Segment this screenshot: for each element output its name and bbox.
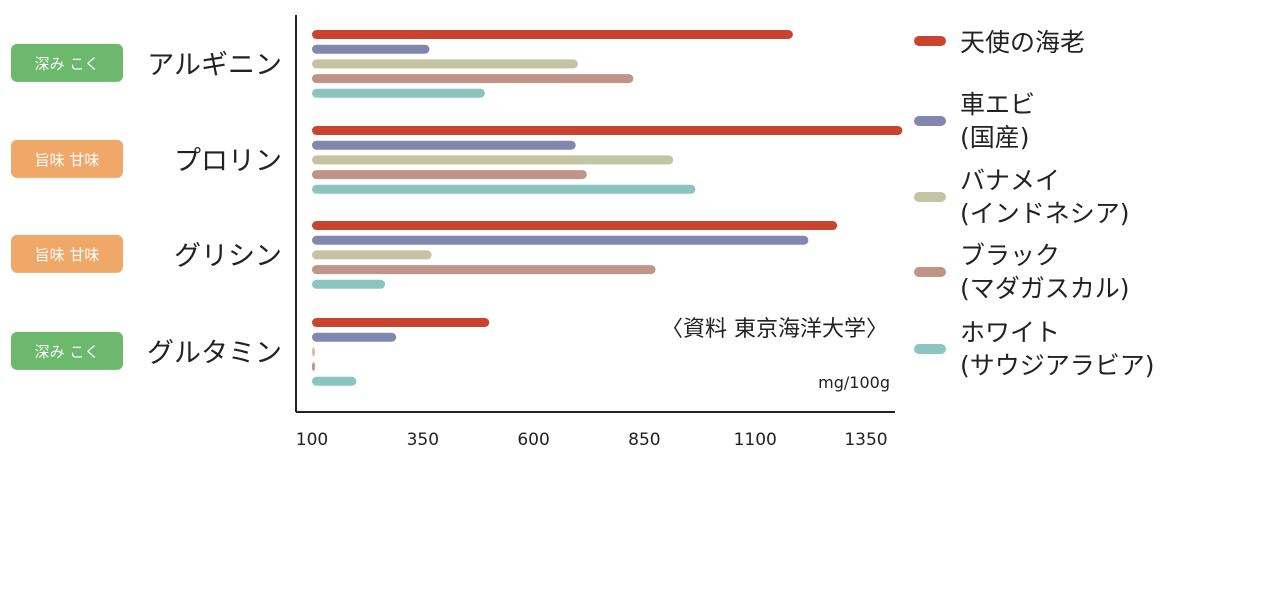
- category-tag: 旨味 甘味: [35, 151, 100, 169]
- x-tick-label: 1350: [844, 430, 887, 450]
- category-tag: 深み こく: [35, 55, 100, 73]
- x-tick-label: 850: [628, 430, 660, 450]
- legend-swatch: [914, 344, 946, 354]
- category-tag-bg: [11, 234, 123, 273]
- legend-swatch: [914, 192, 946, 202]
- legend-label: 天使の海老: [960, 28, 1085, 57]
- legend-label: ホワイト: [960, 318, 1060, 347]
- x-tick-label: 100: [296, 430, 328, 450]
- bar: [312, 318, 490, 327]
- category-tag: 旨味 甘味: [35, 246, 100, 264]
- category-label: グルタミン: [147, 338, 282, 369]
- category-tag-bg: [11, 139, 123, 178]
- x-tick-label: 350: [407, 430, 439, 450]
- bar: [312, 44, 430, 54]
- category-tag-bg: [11, 331, 123, 370]
- bar: [312, 170, 587, 180]
- bar: [312, 347, 315, 357]
- legend-swatch: [914, 116, 946, 126]
- source-note: 〈資料 東京海洋大学〉: [661, 317, 888, 342]
- legend-label: (国産): [960, 123, 1030, 152]
- bar: [312, 88, 485, 98]
- legend-swatch: [914, 36, 946, 46]
- bar: [312, 126, 903, 135]
- x-tick-labels: 100 350 600 850 1100 1350: [296, 430, 888, 450]
- x-tick-label: 600: [517, 430, 549, 450]
- category-tag: 深み こく: [35, 343, 100, 361]
- bar: [312, 155, 674, 165]
- bar: [312, 235, 809, 245]
- bar: [312, 376, 357, 386]
- legend-label: (インドネシア): [960, 199, 1130, 228]
- category-label: グリシン: [174, 241, 282, 272]
- x-tick-label: 1100: [734, 430, 777, 450]
- bar: [312, 362, 315, 372]
- bar: [312, 265, 656, 275]
- category-label: アルギニン: [147, 50, 282, 81]
- legend-label: 車エビ: [960, 90, 1035, 119]
- bar: [312, 184, 696, 194]
- legend-swatch: [914, 267, 946, 277]
- bar: [312, 250, 432, 260]
- bar: [312, 30, 793, 39]
- legend-label: バナメイ: [960, 166, 1060, 195]
- legend-label: ブラック: [960, 241, 1060, 270]
- bar: [312, 59, 578, 69]
- unit-label: mg/100g: [818, 373, 890, 392]
- legend-label: (サウジアラビア): [960, 351, 1155, 380]
- bar: [312, 140, 576, 150]
- bar: [312, 221, 838, 230]
- bars: [312, 30, 903, 386]
- bar: [312, 332, 397, 342]
- legend-label: (マダガスカル): [960, 274, 1130, 303]
- category-tag-bg: [11, 43, 123, 82]
- bar: [312, 74, 634, 84]
- category-label: プロリン: [174, 146, 282, 177]
- bar: [312, 279, 386, 289]
